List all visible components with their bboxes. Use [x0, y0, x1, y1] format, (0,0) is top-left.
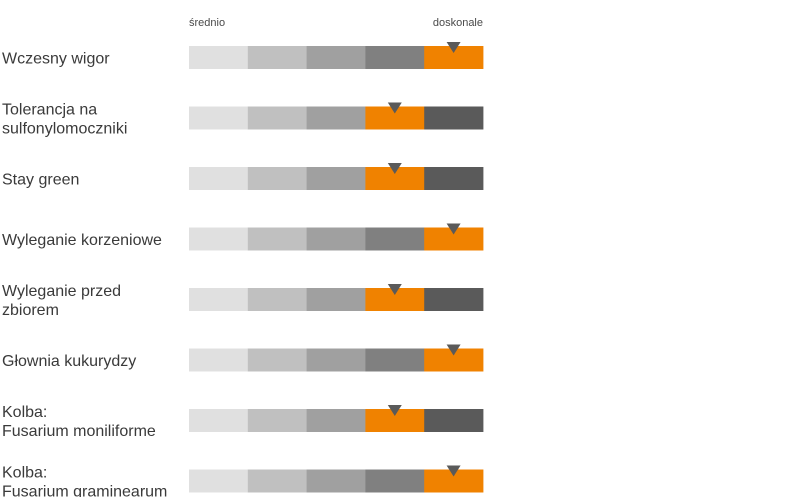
rating-segment [189, 409, 249, 432]
rating-segment [247, 167, 307, 190]
rating-segment [247, 409, 307, 432]
rating-marker [446, 465, 461, 477]
trait-row: Wyleganie przed zbiorem [2, 283, 484, 319]
rating-marker [446, 344, 461, 356]
trait-label-line: Wyleganie korzeniowe [2, 232, 162, 249]
rating-segment-selected [365, 106, 425, 130]
trait-rows: Wczesny wigor Tolerancja na sulfonylomoczn… [2, 42, 484, 497]
rating-segment-selected [365, 167, 425, 190]
trait-label-line: Wczesny wigor [2, 51, 110, 68]
rating-marker [387, 102, 402, 114]
rating-segment [306, 348, 366, 372]
trait-row: Kolba: Fusarium moniliforme [2, 404, 484, 440]
trait-label-line: Wyleganie przed [2, 283, 121, 300]
trait-row: Wczesny wigor [2, 42, 484, 69]
rating-segment [306, 469, 366, 493]
trait-label-line: Kolba: [2, 404, 47, 421]
trait-label-line: zbiorem [2, 302, 59, 319]
rating-segment [365, 46, 425, 69]
rating-segment [306, 227, 366, 251]
trait-label-line: Tolerancja na [2, 102, 97, 119]
trait-label-line: Fusarium moniliforme [2, 423, 156, 440]
trait-label: Wczesny wigor [2, 51, 110, 68]
rating-segment [247, 46, 307, 69]
rating-segment [306, 106, 366, 130]
rating-segment [424, 167, 484, 190]
rating-segment [189, 348, 249, 372]
trait-row: Tolerancja na sulfonylomoczniki [2, 102, 484, 138]
rating-segment-selected [424, 46, 484, 69]
trait-label-line: Fusarium graminearum [2, 484, 167, 497]
rating-segment [189, 288, 249, 311]
rating-segment [365, 469, 425, 493]
rating-segment-selected [365, 409, 425, 432]
scale-max-label: doskonale [433, 17, 483, 29]
rating-segment [424, 288, 484, 311]
trait-label-line: Stay green [2, 172, 79, 189]
rating-segment [306, 409, 366, 432]
rating-segment [189, 106, 249, 130]
rating-segment [247, 469, 307, 493]
rating-segment [306, 288, 366, 311]
rating-marker [387, 284, 402, 295]
trait-row: Kolba: Fusarium graminearum [2, 465, 484, 497]
trait-label: Stay green [2, 172, 79, 189]
trait-row: Głownia kukurydzy [2, 344, 484, 372]
rating-segment-selected [424, 348, 484, 372]
trait-label: Kolba: Fusarium graminearum [2, 465, 167, 497]
rating-segment [247, 227, 307, 251]
scale-min-label: średnio [189, 17, 225, 29]
rating-marker [387, 163, 402, 174]
rating-segment [306, 167, 366, 190]
rating-segment [189, 46, 249, 69]
rating-segment-selected [424, 469, 484, 493]
trait-row: Wyleganie korzeniowe [2, 223, 484, 251]
trait-label-line: sulfonylomoczniki [2, 121, 127, 138]
rating-segment [424, 106, 484, 130]
trait-label: Wyleganie korzeniowe [2, 232, 162, 249]
rating-segment [247, 348, 307, 372]
trait-label-line: Kolba: [2, 465, 47, 482]
rating-segment [189, 227, 249, 251]
trait-label: Tolerancja na sulfonylomoczniki [2, 102, 127, 138]
rating-marker [446, 42, 461, 53]
rating-segment [365, 348, 425, 372]
trait-label: Głownia kukurydzy [2, 353, 136, 370]
rating-marker [446, 223, 461, 235]
trait-label: Kolba: Fusarium moniliforme [2, 404, 156, 440]
rating-segment-selected [365, 288, 425, 311]
rating-marker [387, 405, 402, 416]
rating-segment [247, 288, 307, 311]
rating-segment [247, 106, 307, 130]
trait-label-line: Głownia kukurydzy [2, 353, 136, 370]
rating-segment [424, 409, 484, 432]
trait-row: Stay green [2, 163, 484, 190]
rating-segment [189, 469, 249, 493]
rating-segment-selected [424, 227, 484, 251]
trait-label: Wyleganie przed zbiorem [2, 283, 121, 319]
rating-segment [306, 46, 366, 69]
rating-segment [189, 167, 249, 190]
rating-segment [365, 227, 425, 251]
